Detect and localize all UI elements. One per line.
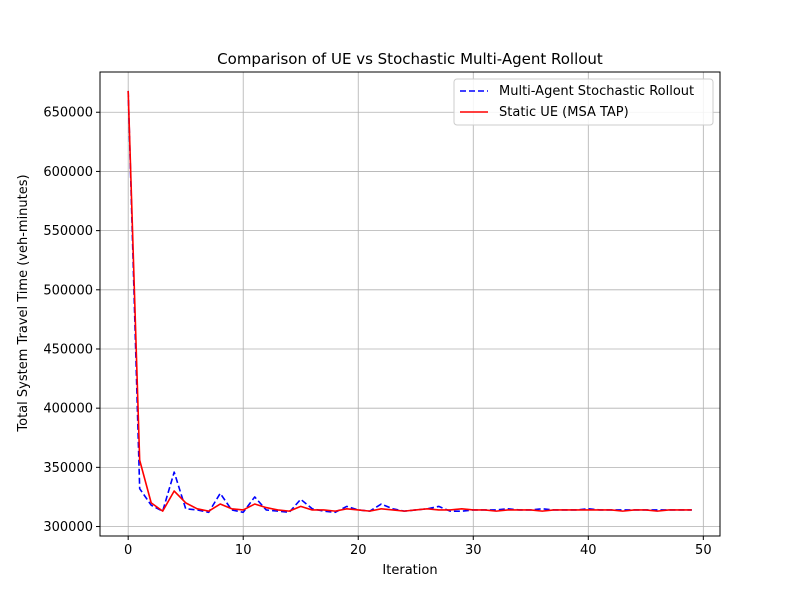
y-tick-label: 450000	[43, 342, 93, 357]
legend: Multi-Agent Stochastic Rollout Static UE…	[453, 78, 714, 126]
y-tick-label: 350000	[43, 461, 93, 476]
x-tick-label: 50	[695, 543, 712, 558]
grid	[100, 72, 720, 536]
x-tick-label: 10	[235, 543, 252, 558]
y-tick-label: 650000	[43, 106, 93, 121]
plot-frame	[99, 71, 721, 537]
x-tick-label: 20	[350, 543, 367, 558]
y-axis-label: Total System Travel Time (veh-minutes)	[16, 174, 31, 432]
y-tick-label: 400000	[43, 402, 93, 417]
x-tick-label: 0	[124, 543, 132, 558]
series-line-ue	[127, 90, 692, 512]
legend-label-rollout: Multi-Agent Stochastic Rollout	[499, 84, 694, 99]
plot-series	[127, 90, 692, 514]
x-axis-label: Iteration	[382, 563, 437, 578]
y-tick-label: 600000	[43, 165, 93, 180]
legend-box	[453, 78, 714, 126]
x-tick-label: 30	[465, 543, 482, 558]
legend-label-ue: Static UE (MSA TAP)	[499, 105, 629, 120]
y-axis: 300000 350000 400000 450000 500000 550000 6000…	[43, 106, 100, 535]
y-tick-label: 500000	[43, 283, 93, 298]
y-tick-label: 300000	[43, 520, 93, 535]
chart-title: Comparison of UE vs Stochastic Multi-Age…	[217, 50, 603, 68]
x-axis: 0 10 20 30 40 50	[124, 536, 712, 558]
x-tick-label: 40	[580, 543, 597, 558]
y-tick-label: 550000	[43, 224, 93, 239]
